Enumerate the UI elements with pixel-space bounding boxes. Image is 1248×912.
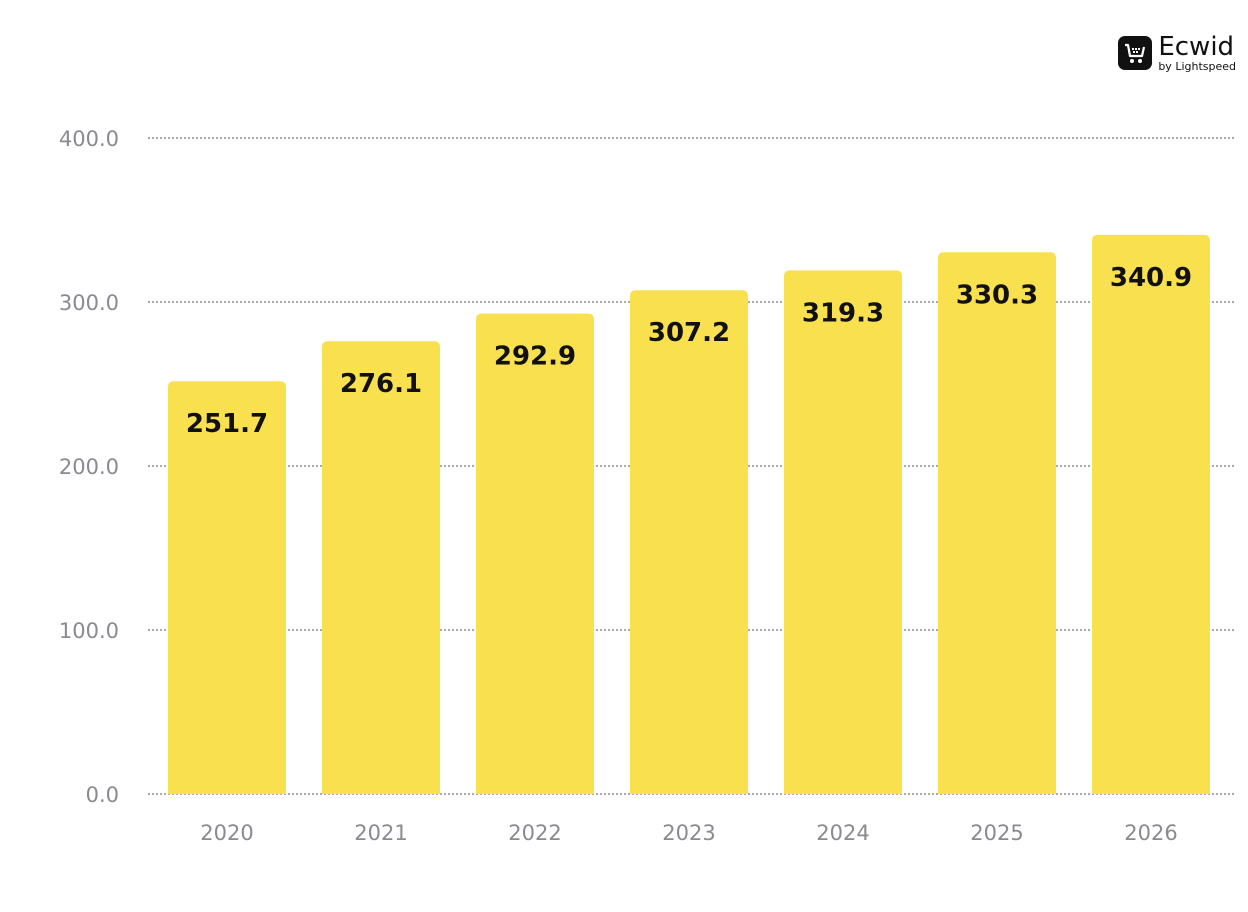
- bar: [476, 313, 594, 794]
- brand-sub: by Lightspeed: [1158, 60, 1236, 73]
- bar: [938, 252, 1056, 795]
- data-label: 319.3: [802, 298, 884, 328]
- ecwid-logo: Ecwid by Lightspeed: [1118, 34, 1236, 72]
- y-tick-label: 0.0: [86, 783, 119, 807]
- data-label: 276.1: [340, 369, 422, 399]
- data-label: 340.9: [1110, 263, 1192, 293]
- data-label: 251.7: [186, 409, 268, 439]
- brand-name: Ecwid: [1158, 32, 1235, 62]
- x-tick-label: 2021: [354, 821, 407, 845]
- x-tick-label: 2020: [200, 821, 253, 845]
- data-label: 330.3: [956, 280, 1038, 310]
- y-tick-label: 400.0: [59, 127, 119, 151]
- x-tick-label: 2026: [1124, 821, 1177, 845]
- y-tick-label: 100.0: [59, 619, 119, 643]
- y-tick-label: 300.0: [59, 291, 119, 315]
- x-tick-label: 2024: [816, 821, 869, 845]
- bar: [630, 290, 748, 794]
- data-label: 307.2: [648, 318, 730, 348]
- x-tick-label: 2025: [970, 821, 1023, 845]
- bar: [1092, 234, 1210, 794]
- bar: [322, 341, 440, 794]
- bar: [784, 270, 902, 794]
- cart-icon: [1118, 36, 1153, 70]
- y-tick-label: 200.0: [59, 455, 119, 479]
- x-tick-label: 2023: [662, 821, 715, 845]
- x-tick-label: 2022: [508, 821, 561, 845]
- data-label: 292.9: [494, 342, 576, 372]
- bar: [168, 381, 286, 794]
